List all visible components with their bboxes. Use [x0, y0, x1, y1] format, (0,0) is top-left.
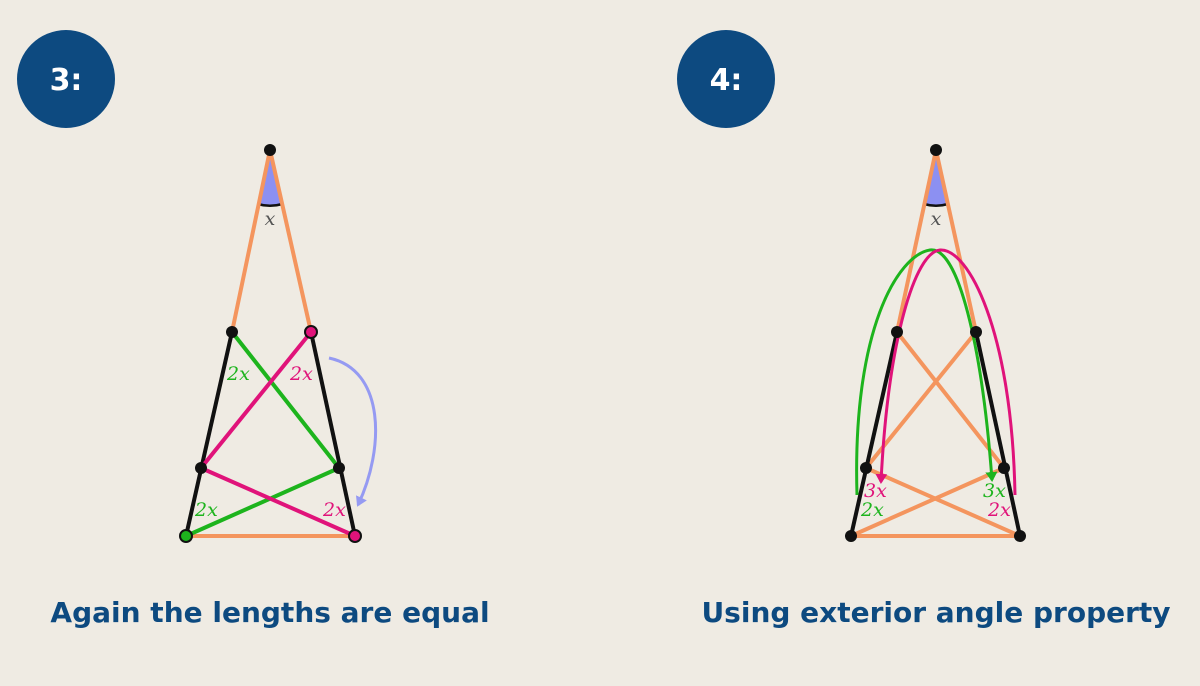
apex-angle-label-right: x [931, 208, 942, 230]
panel-right: 4: x 3x 2x 3x 2x Using exteri [677, 30, 1171, 629]
panel-left: 3: x 2x 2x 2x 2x Again the [17, 30, 490, 629]
step-badge-left: 3: [17, 30, 115, 128]
label-right-base: 2x [987, 499, 1011, 521]
apex-angle-fill-right [924, 150, 948, 206]
point-base-left [179, 529, 193, 543]
label-lower-magenta: 2x [322, 499, 346, 521]
green-segment-lower [185, 466, 340, 538]
magenta-segment-lower [200, 466, 356, 538]
point-upper-right [304, 325, 318, 339]
left-lower-side-left [184, 331, 234, 537]
point-base-left-r [845, 530, 857, 542]
green-exterior-arc [855, 248, 998, 496]
left-lower-side-right [309, 331, 357, 537]
point-base-right [348, 529, 362, 543]
apex-angle-fill-left [257, 150, 283, 206]
apex-angle-label-left: x [265, 208, 276, 230]
point-mid-right [333, 462, 345, 474]
label-left-exterior: 3x [864, 480, 887, 502]
step-badge-left-label: 3: [50, 63, 83, 98]
label-upper-green: 2x [226, 363, 250, 385]
transfer-arrow [328, 356, 378, 507]
orange-cross-upper-1 [895, 330, 1006, 470]
left-triangle-side-right [268, 149, 313, 333]
magenta-exterior-arc [875, 248, 1017, 496]
apex-point-right [930, 144, 942, 156]
right-lower-side-left [849, 331, 899, 537]
point-upper-left-r [891, 326, 903, 338]
label-left-base: 2x [860, 499, 884, 521]
point-upper-right-r [970, 326, 982, 338]
caption-left: Again the lengths are equal [50, 596, 489, 629]
right-lower-side-right [974, 331, 1022, 537]
left-triangle-side-left [230, 149, 272, 333]
label-upper-magenta: 2x [289, 363, 313, 385]
point-mid-left [195, 462, 207, 474]
point-base-right-r [1014, 530, 1026, 542]
apex-point-left [264, 144, 276, 156]
step-badge-right: 4: [677, 30, 775, 128]
caption-right: Using exterior angle property [701, 596, 1170, 629]
point-mid-left-r [860, 462, 872, 474]
step-badge-right-label: 4: [710, 63, 743, 98]
orange-cross-lower-1 [865, 466, 1021, 538]
magenta-segment-upper [199, 330, 313, 470]
right-triangle-side-left [895, 149, 938, 333]
label-right-exterior: 3x [983, 480, 1006, 502]
orange-cross-lower-2 [850, 466, 1005, 538]
point-upper-left [226, 326, 238, 338]
green-segment-upper [230, 330, 341, 470]
point-mid-right-r [998, 462, 1010, 474]
right-triangle-side-right [934, 149, 978, 333]
label-lower-green: 2x [194, 499, 218, 521]
